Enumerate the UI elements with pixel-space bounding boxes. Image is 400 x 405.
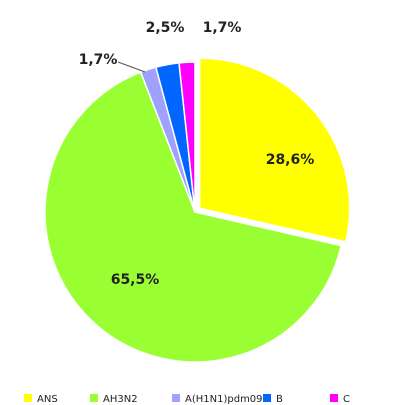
value-label: 1,7% (79, 52, 118, 68)
legend-label: B (276, 394, 283, 405)
value-label: 2,5% (146, 20, 185, 36)
legend-label: C (343, 394, 350, 405)
value-label: 28,6% (266, 152, 315, 168)
legend-label: ANS (37, 394, 58, 405)
legend-swatch (330, 394, 338, 402)
pie-slice (44, 71, 343, 363)
legend-label: A(H1N1)pdm09 (185, 394, 263, 405)
value-label: 65,5% (111, 272, 160, 288)
pie-slice (178, 61, 196, 213)
leader-line (117, 61, 146, 73)
legend-swatch (24, 394, 32, 402)
legend-swatch (172, 394, 180, 402)
legend-label: AH3N2 (103, 394, 138, 405)
pie-slice (198, 57, 351, 243)
value-label: 1,7% (203, 20, 242, 36)
legend-swatch (90, 394, 98, 402)
legend-swatch (263, 394, 271, 402)
